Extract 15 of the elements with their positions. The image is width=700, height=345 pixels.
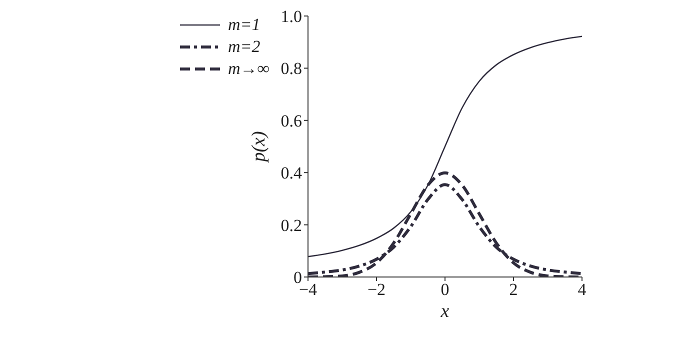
legend-label: m=1 — [228, 15, 260, 35]
x-axis-title: x — [440, 301, 450, 322]
legend-label: m=2 — [228, 37, 260, 57]
y-tick-label: 0.8 — [280, 59, 302, 78]
y-tick-label: 0.6 — [280, 111, 302, 130]
y-tick-label: 0 — [294, 268, 302, 288]
y-tick-label: 0.2 — [280, 216, 302, 235]
x-tick-label: 4 — [578, 280, 587, 300]
legend-label: m→∞ — [228, 59, 270, 79]
x-tick-label: −2 — [367, 280, 386, 300]
x-tick-label: 2 — [509, 280, 518, 300]
x-tick-label: 0 — [440, 280, 450, 300]
y-tick-label: 0.4 — [280, 164, 302, 183]
y-axis-title: p(x) — [248, 131, 270, 164]
y-tick-label: 1.0 — [280, 7, 302, 26]
